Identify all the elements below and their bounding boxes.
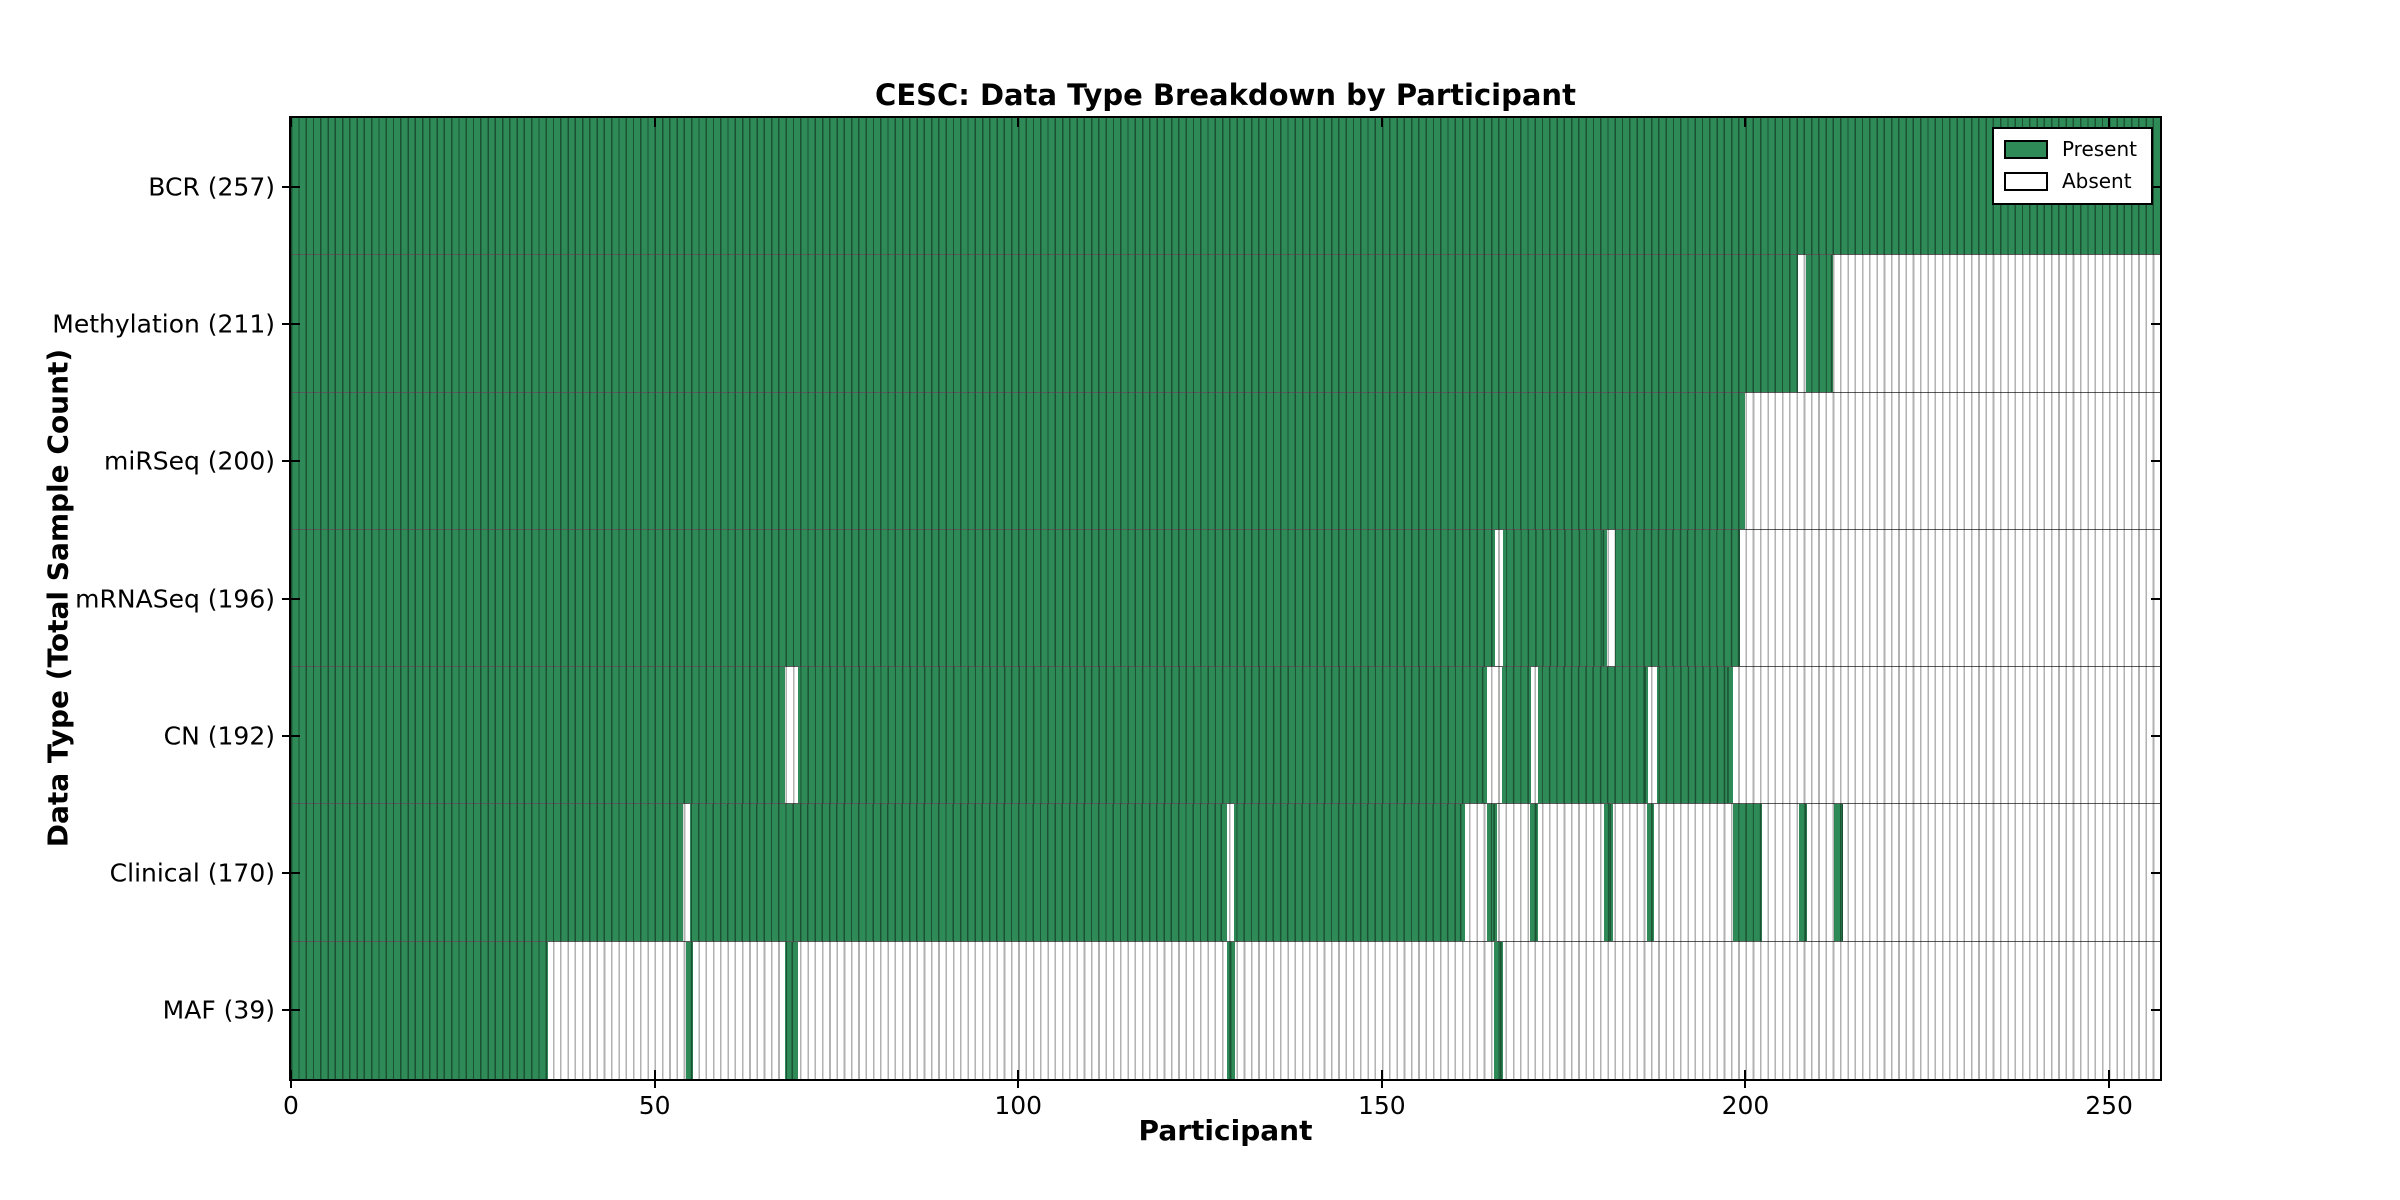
y-tick-mark bbox=[291, 460, 300, 463]
present-segment bbox=[1502, 529, 1608, 667]
present-segment bbox=[1487, 804, 1498, 941]
y-tick-mark bbox=[2151, 185, 2160, 188]
plot-area: Present Absent bbox=[282, 116, 2162, 1088]
x-tick-mark bbox=[1380, 118, 1383, 127]
present-segment bbox=[291, 667, 785, 804]
present-segment bbox=[1234, 804, 1465, 941]
y-tick-label: CN (192) bbox=[163, 721, 275, 751]
y-tick-label: miRSeq (200) bbox=[104, 446, 275, 476]
x-tick-mark bbox=[290, 1070, 292, 1079]
x-tick-mark bbox=[2108, 1079, 2111, 1088]
present-segment bbox=[291, 529, 1496, 667]
legend-label-absent: Absent bbox=[2061, 169, 2132, 193]
y-tick-mark bbox=[2151, 460, 2160, 463]
y-tick-label: Methylation (211) bbox=[52, 309, 275, 339]
x-tick-mark bbox=[290, 118, 292, 127]
y-tick-label: BCR (257) bbox=[148, 172, 275, 202]
x-tick-label: 50 bbox=[638, 1091, 671, 1120]
present-segment bbox=[1603, 804, 1614, 941]
y-tick-mark bbox=[282, 597, 291, 600]
legend: Present Absent bbox=[1991, 127, 2153, 205]
y-tick-mark bbox=[282, 185, 291, 188]
y-tick-label: mRNASeq (196) bbox=[75, 584, 275, 613]
x-tick-mark bbox=[2108, 1070, 2111, 1079]
legend-item-present: Present bbox=[2003, 137, 2137, 161]
x-tick-mark bbox=[1380, 1079, 1383, 1088]
y-tick-mark bbox=[291, 322, 300, 325]
y-tick-mark bbox=[282, 1009, 291, 1012]
present-segment bbox=[1656, 667, 1734, 804]
x-tick-mark bbox=[1017, 1079, 1020, 1088]
x-tick-label: 200 bbox=[1721, 1091, 1770, 1120]
y-tick-mark bbox=[2151, 597, 2160, 600]
chart-row bbox=[291, 118, 2160, 256]
x-tick-label: 250 bbox=[2085, 1091, 2133, 1120]
x-tick-label: 0 bbox=[283, 1091, 299, 1120]
chart-row bbox=[291, 804, 2160, 942]
y-tick-mark bbox=[282, 460, 291, 463]
present-segment bbox=[1226, 941, 1235, 1079]
y-tick-mark bbox=[2151, 872, 2160, 875]
present-segment bbox=[1798, 804, 1807, 941]
chart-row bbox=[291, 392, 2160, 530]
present-segment bbox=[685, 941, 694, 1079]
x-tick-label: 150 bbox=[1357, 1091, 1406, 1120]
chart-row bbox=[291, 529, 2160, 668]
chart-row bbox=[291, 667, 2160, 805]
present-segment bbox=[291, 392, 1746, 529]
x-tick-label: 100 bbox=[994, 1091, 1043, 1120]
x-axis-label: Participant bbox=[1138, 1114, 1313, 1147]
x-tick-mark bbox=[653, 118, 656, 127]
legend-label-present: Present bbox=[2061, 137, 2137, 161]
y-tick-mark bbox=[282, 322, 291, 325]
y-tick-mark bbox=[291, 597, 300, 600]
y-tick-mark bbox=[291, 1009, 300, 1012]
present-segment bbox=[1538, 667, 1649, 804]
y-tick-mark bbox=[282, 872, 291, 875]
x-tick-mark bbox=[1380, 1070, 1383, 1079]
present-segment bbox=[1733, 804, 1763, 941]
present-segment bbox=[1493, 941, 1503, 1079]
chart-row bbox=[291, 255, 2160, 393]
present-segment bbox=[291, 941, 548, 1079]
x-tick-mark bbox=[653, 1079, 656, 1088]
x-tick-mark bbox=[1017, 118, 1020, 127]
present-segment bbox=[291, 255, 1798, 392]
y-tick-mark bbox=[2151, 322, 2160, 325]
absent-swatch bbox=[2003, 171, 2048, 191]
present-segment bbox=[1615, 529, 1741, 667]
present-segment bbox=[291, 118, 2160, 255]
y-tick-label: MAF (39) bbox=[162, 995, 275, 1025]
present-segment bbox=[291, 804, 683, 941]
y-tick-mark bbox=[282, 734, 291, 737]
present-segment bbox=[690, 804, 1227, 941]
x-tick-mark bbox=[2108, 118, 2111, 127]
present-segment bbox=[1501, 667, 1531, 804]
present-segment bbox=[784, 941, 798, 1079]
present-segment bbox=[1530, 804, 1539, 941]
chart-title: CESC: Data Type Breakdown by Participant bbox=[875, 78, 1576, 112]
present-segment bbox=[1805, 255, 1834, 392]
x-tick-mark bbox=[1744, 1070, 1747, 1079]
x-tick-mark bbox=[1017, 1070, 1020, 1079]
present-segment bbox=[1834, 804, 1843, 941]
y-tick-mark bbox=[2151, 1009, 2160, 1012]
x-tick-mark bbox=[653, 1070, 656, 1079]
y-tick-label: Clinical (170) bbox=[109, 858, 275, 888]
legend-item-absent: Absent bbox=[2003, 169, 2137, 193]
y-tick-mark bbox=[2151, 734, 2160, 737]
chart-row bbox=[291, 941, 2160, 1079]
x-tick-mark bbox=[1744, 118, 1747, 127]
x-tick-mark bbox=[1744, 1079, 1747, 1088]
present-segment bbox=[797, 667, 1488, 804]
y-tick-mark bbox=[291, 734, 300, 737]
present-swatch bbox=[2003, 139, 2048, 159]
y-tick-mark bbox=[291, 185, 300, 188]
y-tick-mark bbox=[291, 872, 300, 875]
present-segment bbox=[1646, 804, 1654, 941]
x-tick-mark bbox=[290, 1079, 292, 1088]
